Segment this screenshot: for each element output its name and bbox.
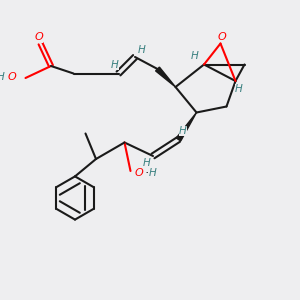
Text: H: H <box>235 84 242 94</box>
Polygon shape <box>156 67 176 87</box>
Text: H: H <box>191 51 199 61</box>
Text: O: O <box>7 71 16 82</box>
Text: H: H <box>143 158 151 169</box>
Text: H: H <box>111 60 119 70</box>
Text: ·: · <box>145 167 149 180</box>
Polygon shape <box>176 112 196 141</box>
Text: H: H <box>179 126 187 136</box>
Text: H: H <box>138 45 146 56</box>
Text: O: O <box>34 32 43 43</box>
Text: H: H <box>0 71 4 82</box>
Text: H: H <box>149 168 157 178</box>
Text: O: O <box>134 168 143 178</box>
Text: O: O <box>218 32 226 42</box>
